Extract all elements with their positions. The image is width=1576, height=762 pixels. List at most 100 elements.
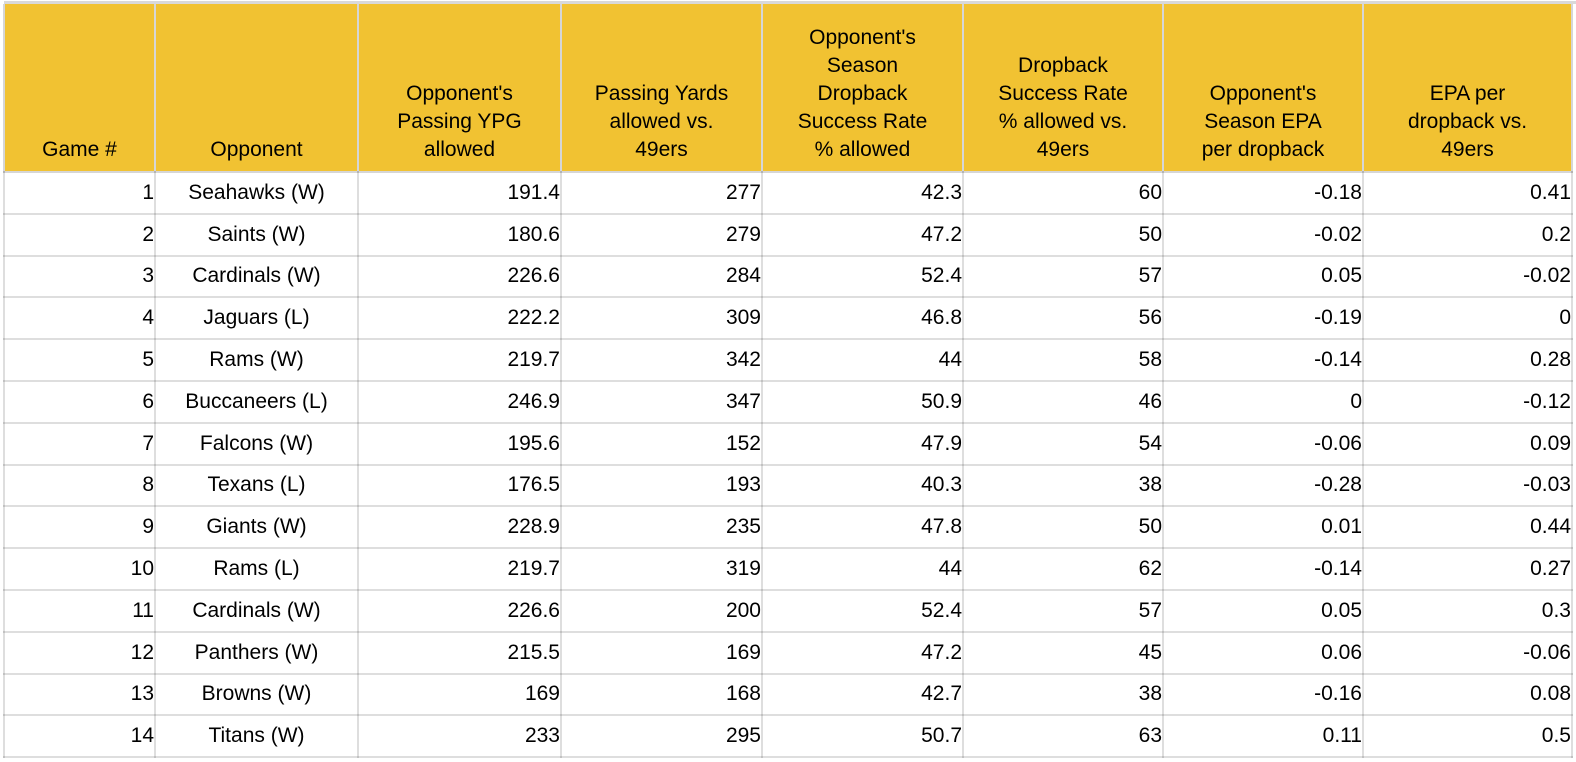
game-number-cell[interactable]: 3	[3, 254, 156, 299]
opp-dropback-success-rate-cell[interactable]: 47.2	[761, 630, 964, 675]
opp-epa-per-dropback-cell[interactable]: 0.11	[1162, 714, 1364, 759]
opp-dropback-success-rate-cell[interactable]: 50.9	[761, 379, 964, 424]
opp-epa-per-dropback-cell[interactable]: -0.02	[1162, 212, 1364, 257]
opponent-cell[interactable]: Giants (W)	[154, 505, 359, 550]
passing-yards-vs-49ers-cell[interactable]: 309	[560, 296, 763, 341]
opp-dropback-success-rate-cell[interactable]: 52.4	[761, 588, 964, 633]
opp-dropback-success-rate-cell[interactable]: 47.2	[761, 212, 964, 257]
opp-dropback-success-rate-cell[interactable]: 42.7	[761, 672, 964, 717]
game-number-cell[interactable]: 11	[3, 588, 156, 633]
opponent-cell[interactable]: Jaguars (L)	[154, 296, 359, 341]
opp-epa-per-dropback-cell[interactable]: -0.14	[1162, 338, 1364, 382]
game-number-cell[interactable]: 8	[3, 463, 156, 508]
dropback-success-rate-vs-49ers-cell[interactable]: 57	[962, 254, 1164, 299]
dropback-success-rate-vs-49ers-cell[interactable]: 60	[962, 171, 1164, 215]
opp-epa-per-dropback-cell[interactable]: -0.06	[1162, 421, 1364, 466]
epa-per-dropback-vs-49ers-cell[interactable]: 0.41	[1362, 171, 1573, 215]
opp-passing-ypg-cell[interactable]: 233	[357, 714, 562, 759]
opponent-cell[interactable]: Buccaneers (L)	[154, 379, 359, 424]
opp-dropback-success-rate-cell[interactable]: 44	[761, 547, 964, 591]
opp-dropback-success-rate-cell[interactable]: 44	[761, 338, 964, 382]
passing-yards-vs-49ers-cell[interactable]: 193	[560, 463, 763, 508]
opp-epa-per-dropback-cell[interactable]: -0.19	[1162, 296, 1364, 341]
game-number-cell[interactable]: 14	[3, 714, 156, 759]
dropback-success-rate-vs-49ers-cell[interactable]: 58	[962, 338, 1164, 382]
passing-yards-vs-49ers-cell[interactable]: 277	[560, 171, 763, 215]
game-number-cell[interactable]: 4	[3, 296, 156, 341]
opponent-cell[interactable]: Cardinals (W)	[154, 588, 359, 633]
game-number-cell[interactable]: 5	[3, 338, 156, 382]
opponent-cell[interactable]: Panthers (W)	[154, 630, 359, 675]
column-header-epa-per-dropback-vs-49ers[interactable]: EPA per dropback vs. 49ers	[1362, 4, 1573, 173]
opp-dropback-success-rate-cell[interactable]: 40.3	[761, 463, 964, 508]
opp-dropback-success-rate-cell[interactable]: 52.4	[761, 254, 964, 299]
opp-passing-ypg-cell[interactable]: 226.6	[357, 588, 562, 633]
passing-yards-vs-49ers-cell[interactable]: 200	[560, 588, 763, 633]
epa-per-dropback-vs-49ers-cell[interactable]: -0.03	[1362, 463, 1573, 508]
opp-dropback-success-rate-cell[interactable]: 46.8	[761, 296, 964, 341]
dropback-success-rate-vs-49ers-cell[interactable]: 46	[962, 379, 1164, 424]
game-number-cell[interactable]: 2	[3, 212, 156, 257]
game-number-cell[interactable]: 10	[3, 547, 156, 591]
game-number-cell[interactable]: 1	[3, 171, 156, 215]
opponent-cell[interactable]: Saints (W)	[154, 212, 359, 257]
dropback-success-rate-vs-49ers-cell[interactable]: 62	[962, 547, 1164, 591]
passing-yards-vs-49ers-cell[interactable]: 168	[560, 672, 763, 717]
passing-yards-vs-49ers-cell[interactable]: 342	[560, 338, 763, 382]
opp-passing-ypg-cell[interactable]: 219.7	[357, 338, 562, 382]
passing-yards-vs-49ers-cell[interactable]: 152	[560, 421, 763, 466]
opponent-cell[interactable]: Rams (L)	[154, 547, 359, 591]
column-header-opponent[interactable]: Opponent	[154, 4, 359, 173]
game-number-cell[interactable]: 9	[3, 505, 156, 550]
column-header-dropback-success-rate-vs-49ers[interactable]: Dropback Success Rate % allowed vs. 49er…	[962, 4, 1164, 173]
epa-per-dropback-vs-49ers-cell[interactable]: -0.12	[1362, 379, 1573, 424]
column-header-game-number[interactable]: Game #	[3, 4, 156, 173]
dropback-success-rate-vs-49ers-cell[interactable]: 38	[962, 672, 1164, 717]
epa-per-dropback-vs-49ers-cell[interactable]: 0.5	[1362, 714, 1573, 759]
opp-epa-per-dropback-cell[interactable]: 0.06	[1162, 630, 1364, 675]
passing-yards-vs-49ers-cell[interactable]: 169	[560, 630, 763, 675]
opp-epa-per-dropback-cell[interactable]: 0.05	[1162, 254, 1364, 299]
opp-passing-ypg-cell[interactable]: 219.7	[357, 547, 562, 591]
opp-passing-ypg-cell[interactable]: 169	[357, 672, 562, 717]
dropback-success-rate-vs-49ers-cell[interactable]: 63	[962, 714, 1164, 759]
epa-per-dropback-vs-49ers-cell[interactable]: 0.3	[1362, 588, 1573, 633]
opponent-cell[interactable]: Seahawks (W)	[154, 171, 359, 215]
epa-per-dropback-vs-49ers-cell[interactable]: 0.44	[1362, 505, 1573, 550]
game-number-cell[interactable]: 7	[3, 421, 156, 466]
opp-dropback-success-rate-cell[interactable]: 47.8	[761, 505, 964, 550]
dropback-success-rate-vs-49ers-cell[interactable]: 56	[962, 296, 1164, 341]
opp-epa-per-dropback-cell[interactable]: 0.05	[1162, 588, 1364, 633]
opponent-cell[interactable]: Titans (W)	[154, 714, 359, 759]
epa-per-dropback-vs-49ers-cell[interactable]: 0.28	[1362, 338, 1573, 382]
passing-yards-vs-49ers-cell[interactable]: 279	[560, 212, 763, 257]
dropback-success-rate-vs-49ers-cell[interactable]: 50	[962, 212, 1164, 257]
opp-dropback-success-rate-cell[interactable]: 47.9	[761, 421, 964, 466]
epa-per-dropback-vs-49ers-cell[interactable]: 0.08	[1362, 672, 1573, 717]
dropback-success-rate-vs-49ers-cell[interactable]: 57	[962, 588, 1164, 633]
dropback-success-rate-vs-49ers-cell[interactable]: 54	[962, 421, 1164, 466]
passing-yards-vs-49ers-cell[interactable]: 347	[560, 379, 763, 424]
opp-epa-per-dropback-cell[interactable]: -0.16	[1162, 672, 1364, 717]
opp-passing-ypg-cell[interactable]: 195.6	[357, 421, 562, 466]
epa-per-dropback-vs-49ers-cell[interactable]: 0.2	[1362, 212, 1573, 257]
opp-dropback-success-rate-cell[interactable]: 50.7	[761, 714, 964, 759]
game-number-cell[interactable]: 12	[3, 630, 156, 675]
opp-epa-per-dropback-cell[interactable]: -0.14	[1162, 547, 1364, 591]
epa-per-dropback-vs-49ers-cell[interactable]: -0.02	[1362, 254, 1573, 299]
opponent-cell[interactable]: Rams (W)	[154, 338, 359, 382]
passing-yards-vs-49ers-cell[interactable]: 319	[560, 547, 763, 591]
epa-per-dropback-vs-49ers-cell[interactable]: -0.06	[1362, 630, 1573, 675]
opponent-cell[interactable]: Texans (L)	[154, 463, 359, 508]
opp-passing-ypg-cell[interactable]: 180.6	[357, 212, 562, 257]
dropback-success-rate-vs-49ers-cell[interactable]: 45	[962, 630, 1164, 675]
opp-passing-ypg-cell[interactable]: 215.5	[357, 630, 562, 675]
game-number-cell[interactable]: 6	[3, 379, 156, 424]
opp-epa-per-dropback-cell[interactable]: -0.28	[1162, 463, 1364, 508]
epa-per-dropback-vs-49ers-cell[interactable]: 0	[1362, 296, 1573, 341]
opp-dropback-success-rate-cell[interactable]: 42.3	[761, 171, 964, 215]
passing-yards-vs-49ers-cell[interactable]: 235	[560, 505, 763, 550]
opponent-cell[interactable]: Cardinals (W)	[154, 254, 359, 299]
opp-passing-ypg-cell[interactable]: 191.4	[357, 171, 562, 215]
opp-passing-ypg-cell[interactable]: 222.2	[357, 296, 562, 341]
